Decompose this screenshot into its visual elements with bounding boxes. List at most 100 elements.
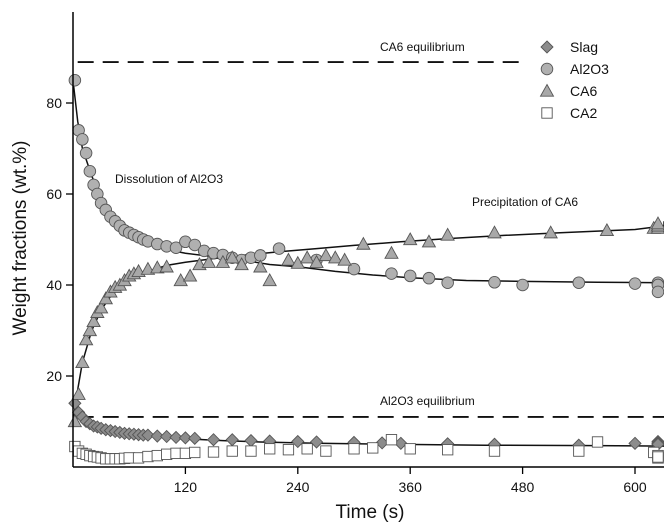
data-point-ca2 (245, 445, 257, 457)
data-markers (67, 73, 664, 465)
data-point-ca6 (281, 252, 296, 266)
data-point-ca6 (234, 257, 249, 271)
data-point-ca6 (75, 354, 90, 368)
data-point-ca2 (488, 445, 501, 457)
data-point-ca6 (262, 273, 277, 287)
data-point-ca2 (348, 443, 360, 455)
y-tick-label: 20 (46, 368, 62, 384)
data-point-slag (141, 428, 155, 442)
data-point-slag (178, 431, 193, 445)
data-point-ca2 (170, 447, 182, 459)
annotation-precipitation: Precipitation of CA6 (472, 195, 578, 209)
data-point-slag (291, 434, 305, 449)
y-tick-label: 60 (46, 186, 62, 202)
data-point-ca2 (189, 446, 201, 459)
data-point-ca6 (543, 225, 558, 239)
data-point-ca6 (78, 332, 94, 346)
data-point-al2o3 (572, 276, 586, 289)
data-point-ca2 (226, 445, 238, 457)
data-point-al2o3 (79, 146, 93, 160)
x-axis-label: Time (s) (336, 502, 405, 523)
data-point-al2o3 (488, 276, 501, 289)
data-point-ca6 (650, 216, 664, 230)
data-point-ca2 (179, 447, 192, 459)
legend-label-ca2: CA2 (570, 105, 597, 121)
data-point-ca6 (253, 259, 268, 273)
data-point-al2o3 (68, 73, 82, 87)
data-point-ca2 (301, 443, 313, 455)
data-point-ca6 (440, 227, 455, 241)
data-point-ca6 (93, 300, 109, 314)
data-point-ca2 (652, 451, 664, 463)
data-point-ca6 (337, 252, 352, 266)
data-point-al2o3 (169, 241, 183, 254)
reference-lines (77, 61, 664, 418)
data-point-ca6 (402, 232, 418, 246)
fit-curve-slag (72, 402, 664, 447)
data-point-ca6 (487, 225, 502, 239)
data-point-ca6 (201, 254, 217, 268)
axes (72, 12, 664, 468)
legend-marker-slag (540, 40, 554, 54)
data-point-al2o3 (83, 164, 97, 178)
data-point-ca6 (98, 291, 114, 305)
legend-label-slag: Slag (570, 39, 598, 55)
data-point-ca2 (142, 450, 154, 463)
annotation-al2o3-equilibrium: Al2O3 equilibrium (380, 394, 475, 408)
data-point-al2o3 (651, 285, 664, 299)
data-point-ca2 (123, 452, 135, 464)
data-point-al2o3 (188, 238, 202, 252)
legend-label-al2o3: Al2O3 (570, 61, 609, 77)
legend-label-ca6: CA6 (570, 83, 597, 99)
data-point-ca2 (264, 443, 276, 455)
data-point-al2o3 (422, 271, 436, 285)
legend-marker-ca6 (539, 83, 555, 97)
data-point-slag (160, 429, 174, 444)
y-axis-label: Weight fractions (wt.%) (10, 141, 31, 336)
legend-marker-al2o3 (540, 62, 554, 76)
data-point-ca6 (82, 323, 98, 337)
data-point-ca6 (159, 259, 174, 273)
data-point-ca6 (224, 250, 240, 264)
data-point-ca2 (161, 448, 173, 460)
data-point-al2o3 (516, 278, 529, 292)
data-point-ca6 (599, 222, 615, 237)
data-point-ca6 (356, 236, 371, 250)
x-tick-label: 360 (399, 479, 423, 495)
data-point-slag (68, 396, 82, 410)
data-point-ca2 (132, 452, 145, 464)
x-tick-label: 480 (511, 479, 535, 495)
data-point-al2o3 (628, 277, 642, 290)
data-point-ca2 (591, 436, 604, 448)
data-point-slag (628, 436, 642, 450)
data-point-al2o3 (347, 262, 361, 276)
data-point-slag (244, 433, 258, 448)
data-point-ca2 (573, 445, 585, 457)
data-point-slag (169, 430, 183, 445)
data-point-ca6 (182, 268, 198, 282)
data-point-ca2 (404, 443, 416, 455)
data-point-ca6 (309, 254, 324, 268)
data-point-ca2 (151, 449, 163, 462)
legend: Slag Al2O3 CA6 CA2 (539, 39, 609, 121)
data-point-slag (309, 435, 324, 449)
annotation-ca6-equilibrium: CA6 equilibrium (380, 40, 465, 54)
data-point-ca2 (320, 445, 332, 457)
data-point-al2o3 (403, 269, 417, 283)
y-tick-label: 40 (46, 277, 62, 293)
data-point-al2o3 (76, 133, 89, 146)
data-point-slag (206, 433, 221, 447)
data-point-ca2 (442, 444, 454, 456)
data-point-ca6 (421, 234, 437, 248)
data-point-ca2 (207, 446, 220, 458)
fit-curve-ca6 (72, 221, 664, 422)
data-point-ca6 (150, 260, 165, 274)
data-point-al2o3 (272, 242, 286, 255)
x-tick-label: 240 (286, 479, 310, 495)
annotation-dissolution: Dissolution of Al2O3 (115, 172, 223, 186)
data-point-ca6 (318, 247, 334, 262)
x-tick-label: 600 (623, 479, 647, 495)
data-point-al2o3 (441, 276, 454, 289)
data-point-slag (150, 429, 164, 443)
